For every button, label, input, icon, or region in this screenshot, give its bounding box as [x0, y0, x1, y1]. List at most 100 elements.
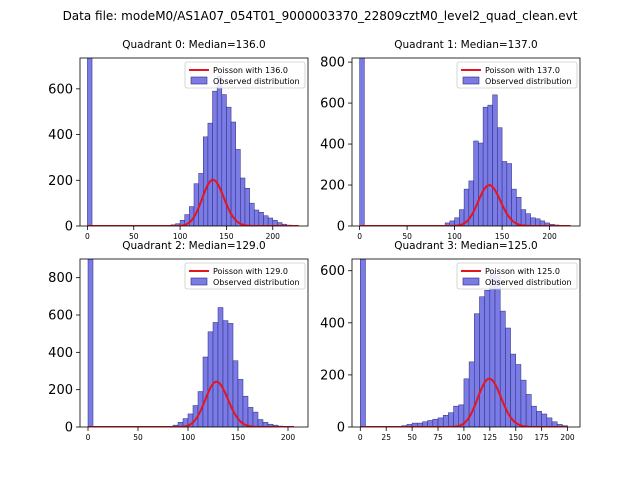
figure-suptitle: Data file: modeM0/AS1A07_054T01_90000033… — [63, 9, 578, 23]
quadrant-3-xtick-label: 125 — [483, 433, 498, 442]
quadrant-3-bar-8 — [437, 417, 444, 427]
quadrant-1-xtick-label: 0 — [357, 232, 362, 241]
quadrant-0-bar-15 — [235, 149, 241, 226]
quadrant-0-bar-20 — [258, 212, 264, 226]
quadrant-1-bar-17 — [520, 209, 527, 226]
quadrant-3-bar-15 — [474, 313, 480, 427]
legend-fit-label: Poisson with 129.0 — [213, 267, 288, 276]
quadrant-1-bar-12 — [497, 127, 503, 226]
legend-fit-label: Poisson with 125.0 — [485, 267, 560, 276]
quadrant-3-bar-22 — [510, 353, 516, 427]
quadrant-2-xtick-label: 200 — [281, 433, 296, 442]
legend-box — [456, 262, 578, 290]
quadrant-1-title: Quadrant 1: Median=137.0 — [394, 39, 537, 51]
quadrant-0-xtick-label: 0 — [85, 232, 90, 241]
quadrant-2-ytick-label: 600 — [48, 309, 73, 324]
quadrant-3-bar-11 — [453, 405, 459, 427]
quadrant-2-ytick-label: 800 — [48, 271, 73, 286]
legend-box — [456, 61, 578, 89]
legend-hist-label: Observed distribution — [485, 278, 572, 287]
legend-bar-swatch — [190, 277, 208, 286]
quadrant-3-bar-25 — [525, 394, 532, 427]
quadrant-0-bar-8 — [203, 136, 209, 226]
legend-box — [184, 61, 306, 89]
quadrant-0-bar-17 — [244, 188, 250, 226]
quadrant-0-bar-9 — [207, 122, 213, 226]
legend-hist-label: Observed distribution — [213, 77, 300, 86]
quadrant-1-xtick-label: 50 — [402, 232, 412, 241]
quadrant-3-xtick-label: 0 — [358, 433, 363, 442]
quadrant-3-xtick-label: 150 — [509, 433, 524, 442]
quadrant-2-frame — [79, 258, 309, 428]
quadrant-3-bar-17 — [484, 290, 491, 427]
quadrant-0-xtick-label: 100 — [173, 232, 188, 241]
quadrant-1-bar-11 — [492, 94, 498, 226]
quadrant-1-frame — [351, 57, 581, 227]
quadrant-2-bar-15 — [242, 395, 249, 427]
quadrant-3-legend: Poisson with 125.0 Observed distribution — [456, 262, 578, 290]
quadrant-3-xtick-label: 50 — [407, 433, 417, 442]
quadrant-3-ytick-label: 600 — [320, 264, 345, 279]
quadrant-1-xtick-label: 100 — [447, 232, 462, 241]
legend-bar-swatch — [462, 76, 480, 85]
quadrant-0-axes: Quadrant 0: Median=136.0 0 200 400 600 0 50 100… — [48, 39, 309, 241]
quadrant-2-xtick-label: 100 — [181, 433, 196, 442]
quadrant-3-frame — [351, 258, 581, 428]
quadrant-3-bar-28 — [541, 413, 548, 427]
quadrant-0-xtick-label: 150 — [219, 232, 234, 241]
quadrant-3-xtick-label: 175 — [534, 433, 549, 442]
quadrant-2-bar-16 — [247, 407, 254, 427]
quadrant-2-axes: Quadrant 2: Median=129.0 0 200 400 600 800 0 50… — [48, 240, 309, 442]
quadrant-0-poisson-line — [87, 178, 299, 226]
quadrant-2-xtick-label: 150 — [231, 433, 246, 442]
quadrant-3-ytick-label: 200 — [320, 368, 345, 383]
quadrant-2-xtick-label: 0 — [86, 433, 91, 442]
quadrant-3-xtick-label: 25 — [381, 433, 391, 442]
quadrant-2-bar-0 — [87, 259, 94, 427]
quadrant-3-bar-27 — [536, 411, 542, 427]
quadrant-3-bar-24 — [520, 379, 527, 427]
quadrant-2-bar-10 — [217, 307, 224, 427]
quadrant-3-ytick-label: 0 — [337, 421, 345, 436]
quadrant-2-legend: Poisson with 129.0 Observed distribution — [184, 262, 306, 290]
quadrant-3-bar-7 — [432, 418, 439, 427]
quadrant-1-legend: Poisson with 137.0 Observed distribution — [456, 61, 578, 89]
quadrant-0-bar-10 — [212, 90, 218, 226]
quadrant-1-ytick-label: 0 — [337, 220, 345, 235]
quadrant-0-xtick-label: 200 — [266, 232, 281, 241]
quadrant-3-xtick-label: 100 — [457, 433, 472, 442]
quadrant-0-ytick-label: 600 — [48, 82, 73, 97]
quadrant-2-ytick-label: 200 — [48, 383, 73, 398]
quadrant-1-ytick-label: 600 — [320, 97, 345, 112]
quadrant-0-bar-14 — [230, 121, 236, 226]
quadrant-2-bar-9 — [212, 322, 219, 427]
quadrant-3-axes: Quadrant 3: Median=125.0 0 200 400 600 0 25 50 7… — [320, 240, 581, 442]
quadrant-1-bar-19 — [530, 217, 536, 226]
quadrant-1-ytick-label: 800 — [320, 56, 345, 71]
quadrant-0-bar-22 — [267, 217, 274, 226]
quadrant-1-bar-20 — [535, 218, 541, 226]
quadrant-1-xtick-label: 200 — [542, 232, 557, 241]
quadrant-0-bar-21 — [263, 215, 269, 226]
quadrant-0-bar-11 — [216, 76, 223, 226]
quadrant-0-frame — [79, 57, 309, 227]
quadrant-2-ytick-label: 400 — [48, 346, 73, 361]
quadrant-1-bar-13 — [501, 161, 508, 226]
quadrant-3-bar-16 — [479, 296, 485, 427]
quadrant-0-bar-0 — [87, 58, 93, 226]
quadrant-2-bar-8 — [207, 331, 214, 427]
quadrant-1-bar-9 — [482, 106, 489, 226]
quadrant-2-bar-7 — [202, 356, 209, 427]
quadrant-3-xtick-label: 200 — [560, 433, 575, 442]
quadrant-0-bar-19 — [253, 209, 260, 226]
legend-bar-swatch — [190, 76, 208, 85]
quadrant-3-bar-19 — [494, 275, 501, 427]
quadrant-1-ytick-label: 200 — [320, 179, 345, 194]
quadrant-3-bar-10 — [448, 412, 454, 427]
quadrant-0-legend: Poisson with 136.0 Observed distribution — [184, 61, 306, 89]
legend-hist-label: Observed distribution — [213, 278, 300, 287]
quadrant-2-xtick-label: 50 — [133, 433, 143, 442]
quadrant-3-bar-26 — [531, 405, 537, 427]
quadrant-0-xtick-label: 50 — [129, 232, 139, 241]
